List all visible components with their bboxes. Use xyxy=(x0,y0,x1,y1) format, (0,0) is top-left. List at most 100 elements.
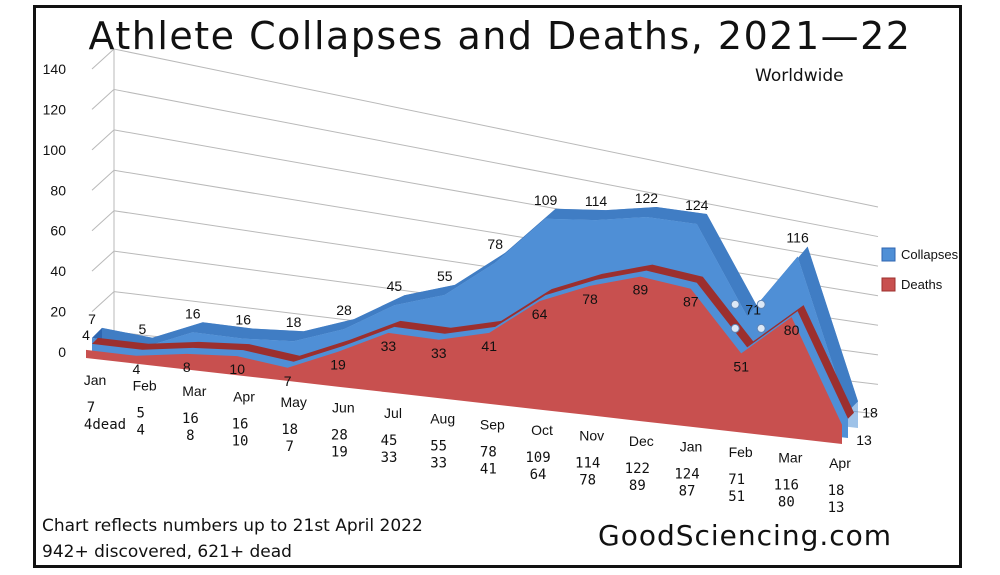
gridline xyxy=(113,48,879,208)
table-collapses-value: 71 xyxy=(728,472,745,488)
gridline xyxy=(113,169,879,297)
collapses-value-label: 16 xyxy=(235,312,251,328)
table-collapses-value: 16 xyxy=(232,417,249,433)
selection-handle xyxy=(730,323,740,333)
chart-title: Athlete Collapses and Deaths, 2021—22 xyxy=(88,14,912,58)
deaths-value-label: 19 xyxy=(330,357,346,373)
table-collapses-value: 18 xyxy=(281,422,298,438)
y-tick-label: 20 xyxy=(50,304,66,320)
deaths-value-label: 78 xyxy=(582,291,598,307)
table-deaths-value: 41 xyxy=(480,461,497,477)
x-category-label: Mar xyxy=(182,383,206,399)
gridline xyxy=(113,88,879,238)
table-deaths-value: 89 xyxy=(629,478,646,494)
table-collapses-value: 122 xyxy=(625,461,650,477)
table-deaths-value: 78 xyxy=(579,472,596,488)
footnote-totals: 942+ discovered, 621+ dead xyxy=(42,542,292,562)
y-tick-label: 60 xyxy=(50,223,66,239)
x-category-label: Sep xyxy=(480,416,505,432)
collapses-value-label: 7 xyxy=(88,311,96,327)
x-category-label: Dec xyxy=(629,433,654,449)
table-collapses-value: 45 xyxy=(381,433,398,449)
deaths-value-label: 89 xyxy=(633,282,649,298)
legend-swatch-collapses xyxy=(881,247,896,262)
collapses-value-label: 122 xyxy=(635,190,659,206)
table-collapses-value: 116 xyxy=(774,477,799,493)
deaths-value-label: 87 xyxy=(683,294,699,310)
gridline-side xyxy=(91,169,115,191)
x-category-label: Mar xyxy=(778,449,802,465)
table-collapses-value: 16 xyxy=(182,411,199,427)
table-collapses-value: 55 xyxy=(430,439,447,455)
deaths-area xyxy=(86,276,842,444)
table-deaths-value: 10 xyxy=(232,434,249,450)
gridline-side xyxy=(91,129,115,151)
gridline-side xyxy=(91,210,115,232)
table-collapses-value: 114 xyxy=(575,455,600,471)
table-deaths-value: 33 xyxy=(381,450,398,466)
legend-swatch-deaths xyxy=(881,277,896,292)
y-tick-label: 140 xyxy=(43,61,67,77)
brand-watermark: GoodSciencing.com xyxy=(598,519,893,552)
collapses-value-label: 16 xyxy=(185,305,201,321)
x-category-label: Apr xyxy=(829,455,851,471)
y-tick-label: 120 xyxy=(43,101,67,117)
collapses-value-label: 124 xyxy=(685,197,709,213)
x-category-label: Feb xyxy=(729,444,753,460)
table-collapses-value: 28 xyxy=(331,428,348,444)
deaths-value-label: 51 xyxy=(733,358,749,374)
table-deaths-value: 51 xyxy=(728,489,745,505)
deaths-value-label: 7 xyxy=(284,373,292,389)
x-category-label: Feb xyxy=(133,378,157,394)
legend-label-collapses: Collapses xyxy=(901,247,959,262)
deaths-value-label: 80 xyxy=(784,322,800,338)
gridline-side xyxy=(91,89,115,110)
legend: Collapses Deaths xyxy=(881,247,959,292)
deaths-value-label: 33 xyxy=(431,345,447,361)
deaths-value-label: 10 xyxy=(229,361,245,377)
deaths-value-label: 13 xyxy=(856,432,872,448)
collapses-value-label: 109 xyxy=(534,192,558,208)
collapses-value-label: 28 xyxy=(336,302,352,318)
table-deaths-value: 4 xyxy=(136,423,144,439)
deaths-value-label: 4 xyxy=(82,327,90,343)
selection-handle xyxy=(756,323,766,333)
deaths-value-label: 33 xyxy=(381,338,397,354)
y-tick-label: 40 xyxy=(50,263,66,279)
collapses-value-label: 18 xyxy=(862,404,878,420)
x-category-label: Jan xyxy=(680,438,703,454)
collapses-value-label: 5 xyxy=(139,321,147,337)
x-category-label: Oct xyxy=(531,422,553,438)
table-collapses-value: 124 xyxy=(674,466,699,482)
x-category-label: Jan xyxy=(84,372,107,388)
table-collapses-value: 7 xyxy=(87,400,95,416)
x-category-label: Aug xyxy=(430,411,455,427)
deaths-value-label: 8 xyxy=(183,359,191,375)
y-tick-label: 80 xyxy=(50,182,66,198)
y-tick-label: 100 xyxy=(43,142,67,158)
x-category-label: Jul xyxy=(384,405,402,421)
table-deaths-value: 64 xyxy=(530,467,547,483)
table-collapses-value: 109 xyxy=(525,450,550,466)
deaths-value-label: 4 xyxy=(133,361,141,377)
collapses-value-label: 78 xyxy=(487,236,503,252)
table-deaths-value: 80 xyxy=(778,494,795,510)
table-deaths-value: 87 xyxy=(679,483,696,499)
x-category-label: Nov xyxy=(579,427,604,443)
footnote-date: Chart reflects numbers up to 21st April … xyxy=(42,516,423,536)
deaths-value-label: 64 xyxy=(532,306,548,322)
gridline-side xyxy=(91,48,115,70)
chart-subtitle: Worldwide xyxy=(755,66,844,86)
collapses-value-label: 18 xyxy=(286,314,302,330)
collapses-value-label: 55 xyxy=(437,268,453,284)
selection-handle xyxy=(756,299,766,309)
gridline-side xyxy=(91,291,115,312)
x-category-label: Apr xyxy=(233,389,255,405)
deaths-value-label: 41 xyxy=(481,338,497,354)
table-deaths-value: 7 xyxy=(285,439,293,455)
table-collapses-value: 5 xyxy=(136,406,144,422)
table-deaths-value: 4dead xyxy=(84,417,126,433)
x-category-label: Jun xyxy=(332,400,355,416)
collapses-value-label: 116 xyxy=(786,230,809,246)
